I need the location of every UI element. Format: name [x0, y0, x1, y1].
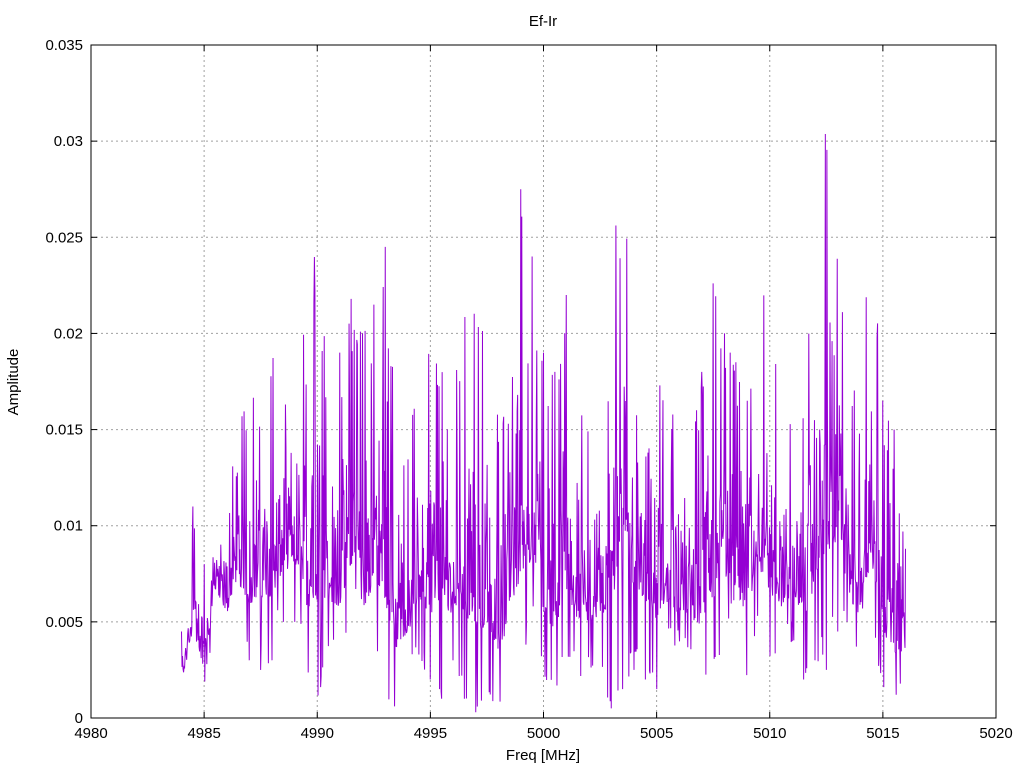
chart-title: Ef-Ir [529, 13, 557, 30]
x-tick-label: 5005 [640, 725, 673, 742]
y-axis-label: Amplitude [5, 349, 22, 416]
x-tick-label: 5000 [527, 725, 560, 742]
y-tick-label: 0 [75, 710, 83, 727]
y-tick-label: 0.025 [45, 229, 83, 246]
x-tick-label: 5015 [866, 725, 899, 742]
y-tick-label: 0.02 [54, 325, 83, 342]
x-tick-label: 4995 [414, 725, 447, 742]
tick-labels: 4980 4985 4990 4995 5000 5005 5010 5015 5020 0 0.0… [45, 37, 1012, 742]
x-tick-label: 4980 [74, 725, 107, 742]
x-axis-label: Freq [MHz] [506, 747, 580, 764]
x-tick-label: 5020 [979, 725, 1012, 742]
y-tick-label: 0.03 [54, 133, 83, 150]
y-tick-label: 0.005 [45, 614, 83, 631]
series-layer [181, 133, 906, 713]
series-line-ef-ir [181, 133, 906, 713]
x-tick-label: 5010 [753, 725, 786, 742]
x-tick-label: 4985 [187, 725, 220, 742]
y-tick-label: 0.01 [54, 518, 83, 535]
y-tick-label: 0.015 [45, 422, 83, 439]
x-tick-label: 4990 [301, 725, 334, 742]
axis-ticks [90, 44, 997, 719]
y-tick-label: 0.035 [45, 37, 83, 54]
